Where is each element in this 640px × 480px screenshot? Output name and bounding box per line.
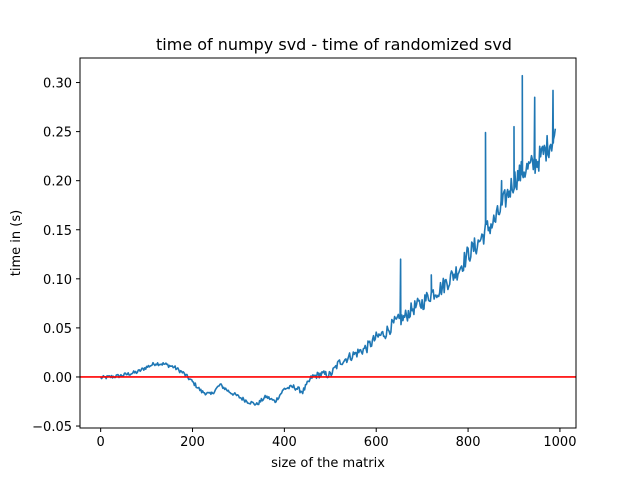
- y-tick-label: 0.30: [43, 77, 72, 92]
- x-tick-label: 200: [180, 435, 205, 450]
- y-tick-label: 0.00: [43, 371, 72, 386]
- plot-area: [80, 74, 576, 406]
- x-axis: 0 200 400 600 800 1000: [97, 428, 576, 450]
- x-tick-label: 600: [364, 435, 389, 450]
- y-tick-label: 0.05: [43, 322, 72, 337]
- x-tick-label: 800: [456, 435, 481, 450]
- y-tick-label: 0.10: [43, 273, 72, 288]
- y-tick-label: 0.25: [43, 126, 72, 141]
- plot-frame: [79, 57, 577, 429]
- x-tick-label: 400: [272, 435, 297, 450]
- y-tick-label: −0.05: [32, 420, 72, 435]
- y-axis-label: time in (s): [9, 210, 24, 276]
- x-tick-label: 1000: [543, 435, 576, 450]
- y-axis: −0.05 0.00 0.05 0.10 0.15 0.20 0.25 0.30: [32, 77, 80, 435]
- x-axis-label: size of the matrix: [271, 456, 385, 471]
- series-group: [80, 74, 576, 406]
- y-tick-label: 0.15: [43, 224, 72, 239]
- chart-title: time of numpy svd - time of randomized s…: [156, 35, 512, 54]
- x-tick-label: 0: [97, 435, 105, 450]
- y-tick-label: 0.20: [43, 175, 72, 190]
- series-line: [100, 74, 557, 406]
